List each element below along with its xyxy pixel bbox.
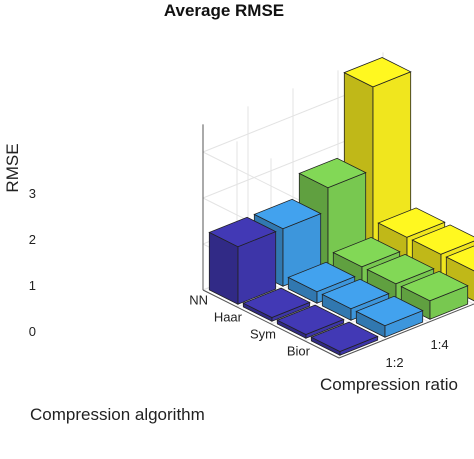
bar — [310, 321, 379, 356]
ratio-tick-label: 1:2 — [386, 355, 404, 370]
bar — [242, 287, 311, 322]
bar-top-face — [343, 57, 412, 88]
bar-top-face — [411, 224, 474, 255]
bar — [208, 216, 277, 305]
bar-top-face — [400, 270, 469, 302]
chart-title: Average RMSE — [164, 1, 284, 20]
z-tick-label: 2 — [29, 232, 36, 247]
bar — [355, 295, 424, 338]
bar — [276, 304, 345, 339]
algorithm-tick-label: Sym — [250, 327, 276, 342]
z-tick-label: 1 — [29, 278, 36, 293]
bar-top-face — [321, 278, 390, 310]
bar-top-face — [287, 261, 356, 293]
bars-layer — [208, 57, 474, 356]
bar-top-face — [377, 207, 446, 238]
bar-top-face — [366, 253, 435, 285]
bar-top-face — [298, 157, 367, 189]
bar-top-face — [445, 245, 474, 272]
y-axis-line — [338, 303, 474, 359]
z-tick-label: 3 — [29, 186, 36, 201]
bar-top-face — [276, 304, 345, 335]
algorithm-tick-label: Bior — [287, 344, 311, 359]
z-tick-label: 0 — [29, 324, 36, 339]
algorithm-tick-label: Haar — [214, 310, 243, 325]
labels-layer: Average RMSE RMSE Compression algorithm … — [3, 1, 458, 424]
bar-top-face — [253, 198, 322, 230]
x-axis-label: Compression algorithm — [30, 405, 205, 424]
bar-top-face — [242, 287, 311, 318]
x-axis-line — [202, 289, 340, 359]
bar-top-face — [310, 321, 379, 352]
z-axis-label: RMSE — [3, 143, 22, 192]
bar-top-face — [332, 236, 401, 268]
ratio-tick-label: 1:4 — [431, 337, 449, 352]
bar-top-face — [208, 216, 277, 248]
algorithm-tick-label: NN — [189, 293, 208, 308]
y-axis-label: Compression ratio — [320, 375, 458, 394]
bar-top-face — [355, 295, 424, 327]
